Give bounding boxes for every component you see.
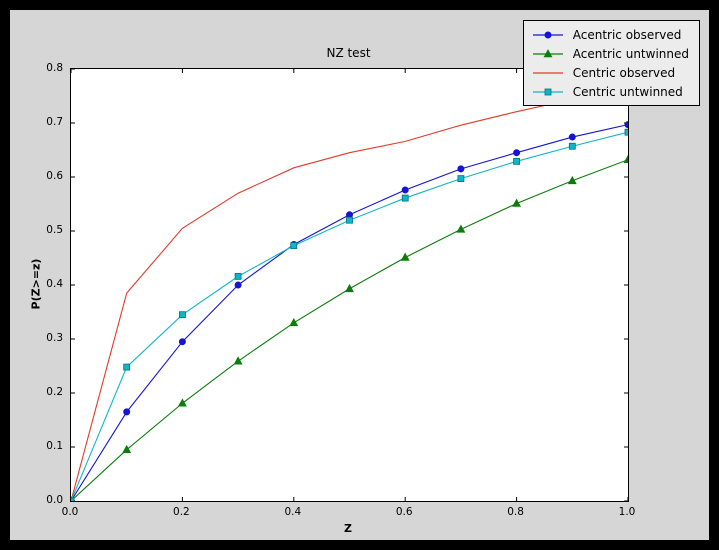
y-tick-label: 0.4	[46, 278, 63, 290]
series-marker	[623, 154, 628, 164]
y-tick-label: 0.1	[46, 440, 63, 452]
x-tick-label: 0.2	[173, 506, 190, 518]
figure-canvas: NZ test P(Z>=z) Z Acentric observed Acent…	[10, 10, 709, 540]
series-marker	[123, 363, 131, 371]
series-marker	[513, 149, 521, 157]
series-marker	[122, 444, 132, 453]
legend: Acentric observed Acentric untwinned Centr…	[522, 20, 700, 106]
y-tick-label: 0.0	[46, 494, 63, 506]
legend-item-acentric-observed: Acentric observed	[532, 26, 689, 43]
series-marker	[234, 272, 242, 280]
series-marker	[290, 242, 298, 249]
series-marker	[401, 194, 409, 202]
series-marker	[624, 128, 628, 136]
series-marker	[567, 175, 577, 185]
series-line-centric-observed	[71, 88, 628, 501]
y-tick-label: 0.8	[46, 62, 63, 74]
x-axis-label: Z	[344, 522, 352, 535]
series-marker	[233, 356, 243, 365]
legend-line-sample	[532, 71, 563, 74]
series-markers-centric-untwinned	[71, 128, 628, 501]
series-markers-acentric-untwinned	[71, 154, 628, 501]
legend-label: Acentric untwinned	[572, 46, 689, 61]
series-marker	[400, 252, 410, 261]
x-tick-label: 0.0	[61, 506, 79, 518]
series-marker	[345, 283, 354, 293]
series-marker	[289, 317, 299, 327]
series-marker	[346, 216, 353, 224]
series-marker	[543, 48, 553, 57]
series-line-acentric-observed	[71, 124, 628, 501]
series-marker	[71, 497, 75, 501]
series-marker	[179, 311, 186, 319]
series-marker	[456, 224, 466, 233]
series-marker	[544, 31, 552, 38]
chart-title: NZ test	[326, 46, 371, 60]
legend-line-sample	[532, 48, 563, 57]
series-marker	[624, 121, 628, 129]
series-marker	[457, 175, 465, 183]
y-tick-label: 0.3	[46, 332, 63, 344]
x-tick-label: 0.8	[507, 506, 524, 518]
x-tick-label: 0.4	[284, 506, 302, 518]
series-marker	[513, 157, 521, 165]
legend-item-centric-untwinned: Centric untwinned	[532, 83, 689, 100]
legend-label: Centric observed	[572, 65, 676, 80]
y-tick-label: 0.2	[46, 386, 63, 398]
series-marker	[234, 281, 242, 289]
series-marker	[177, 398, 187, 407]
series-marker	[123, 408, 131, 416]
series-marker	[512, 198, 522, 207]
legend-item-centric-observed: Centric observed	[532, 64, 689, 81]
series-marker	[544, 88, 552, 95]
series-marker	[457, 165, 465, 173]
legend-label: Acentric observed	[572, 27, 682, 42]
plot-svg	[71, 69, 628, 501]
series-marker	[568, 142, 576, 150]
plot-area	[70, 68, 629, 502]
series-markers-acentric-observed	[71, 121, 628, 501]
series-marker	[568, 133, 576, 141]
series-marker	[178, 338, 186, 346]
y-tick-label: 0.7	[46, 116, 63, 128]
series-line-acentric-untwinned	[71, 159, 628, 501]
x-tick-label: 1.0	[618, 506, 636, 518]
y-tick-label: 0.5	[46, 224, 63, 236]
y-tick-label: 0.6	[46, 170, 63, 182]
x-tick-label: 0.6	[395, 506, 413, 518]
legend-line-sample	[532, 31, 563, 38]
legend-label: Centric untwinned	[572, 84, 683, 99]
legend-item-acentric-untwinned: Acentric untwinned	[532, 45, 689, 62]
series-marker	[401, 186, 409, 194]
y-axis-label: P(Z>=z)	[29, 258, 43, 310]
legend-line-sample	[532, 88, 563, 95]
series-line-centric-untwinned	[71, 131, 628, 501]
